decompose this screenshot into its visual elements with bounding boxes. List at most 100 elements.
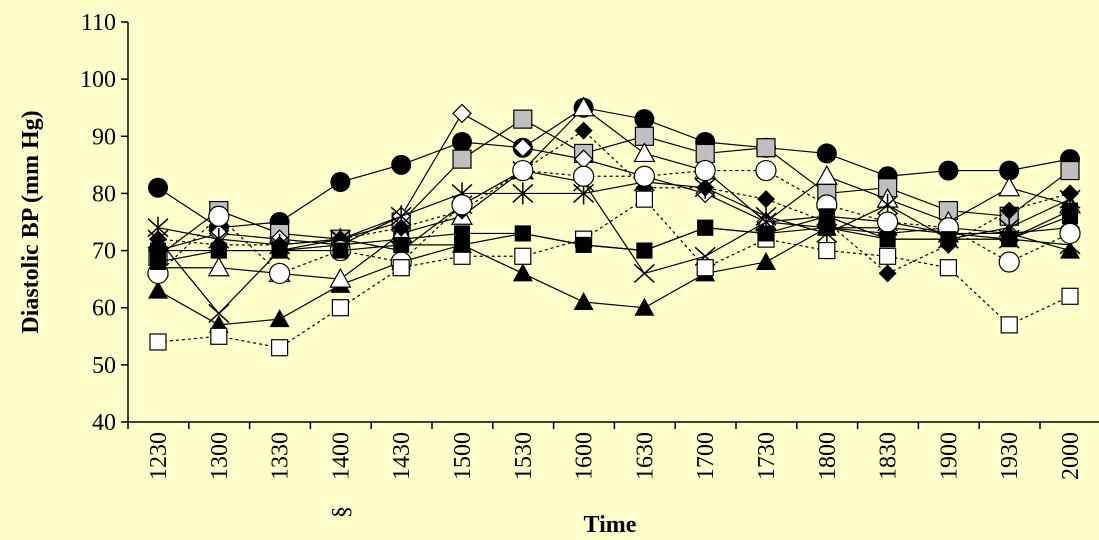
y-tick-label: 60 [92,296,116,322]
data-point [392,218,411,237]
axes-layer [127,22,1099,423]
data-point [452,149,472,169]
data-point [572,96,595,117]
series-12 [150,202,1078,270]
data-point [572,165,595,187]
x-tick-label: 1230 [146,432,172,480]
x-tick-label: 1900 [936,432,962,480]
data-point [818,241,836,260]
x-tick-label: 1830 [876,432,902,480]
x-tick-label: 1500 [450,432,476,480]
x-tick-label: 1800 [815,432,841,480]
x-tick-label: 1330 [268,432,294,480]
y-tick-label: 80 [92,181,116,207]
y-tick-label: 50 [92,353,116,379]
data-point [755,205,777,228]
data-point [210,242,227,259]
x-tick-label: 1400 [328,432,354,480]
data-point [454,236,470,253]
data-point [149,333,167,351]
series-line [157,129,1071,275]
data-point [150,254,166,270]
data-point [329,267,352,288]
data-point [391,154,412,175]
series-line [158,215,1071,252]
data-point [999,160,1020,181]
x-tick-label: 1930 [997,432,1023,480]
data-point [1001,231,1018,248]
data-point [756,138,776,158]
y-tick-label: 110 [81,10,116,36]
data-point [148,280,168,299]
data-point [1000,316,1018,334]
y-tick-label: 70 [92,239,116,265]
data-point [636,242,653,259]
data-point [512,263,533,282]
data-point [149,230,167,249]
series-line [157,198,1071,349]
series-10 [147,159,1081,285]
data-point [757,190,775,209]
y-tick-label: 90 [92,124,116,150]
x-tick-label: 1300 [207,432,233,480]
data-point [758,225,774,242]
data-point [330,172,351,192]
x-tick-label: 1430 [389,432,415,480]
data-point [208,303,230,323]
series-layer [146,96,1082,357]
y-tick-label: 100 [80,67,116,93]
series-line [157,169,1071,315]
data-point [756,252,776,270]
series-line [158,106,1071,280]
x-tick-label: 1530 [511,432,537,480]
series-line [157,107,1071,229]
data-point [512,159,534,182]
y-axis-title: Diastolic BP (mm Hg) [18,110,44,333]
data-point [938,160,959,181]
data-point [210,327,228,345]
data-point [271,339,289,357]
data-point [998,251,1020,273]
data-point [696,178,715,197]
data-point [696,259,714,277]
x-tick-label: 1630 [632,432,658,480]
data-point [879,231,896,248]
data-point [876,211,899,233]
data-point [452,132,472,152]
x-tick-label: 1600 [572,432,598,480]
data-point [207,256,230,277]
data-point [332,242,349,259]
data-point [574,121,593,140]
data-point [513,109,533,129]
data-point [271,242,288,259]
data-point [269,262,291,285]
data-point [331,299,349,317]
data-point [393,236,410,253]
data-point [575,236,592,253]
data-point [512,137,533,158]
data-point [452,103,472,124]
data-point [634,109,655,130]
data-point [514,225,531,242]
data-point [633,263,655,283]
x-tick-label: 2000 [1058,432,1084,480]
annotation-label: § [328,506,354,518]
data-point [514,247,532,265]
data-point [694,159,716,182]
data-point [269,309,290,328]
data-point [1000,201,1019,220]
data-point [1060,160,1080,181]
data-point [878,247,897,265]
series-line [157,227,1071,326]
x-tick-label: 1700 [693,432,719,480]
y-tick-label: 40 [92,410,116,436]
data-point [878,264,897,283]
data-point [573,292,594,310]
data-point [818,208,835,225]
data-point [816,143,837,164]
data-point [1062,202,1078,219]
data-point [1060,240,1080,259]
data-point [697,219,714,236]
series-line [157,210,1071,263]
